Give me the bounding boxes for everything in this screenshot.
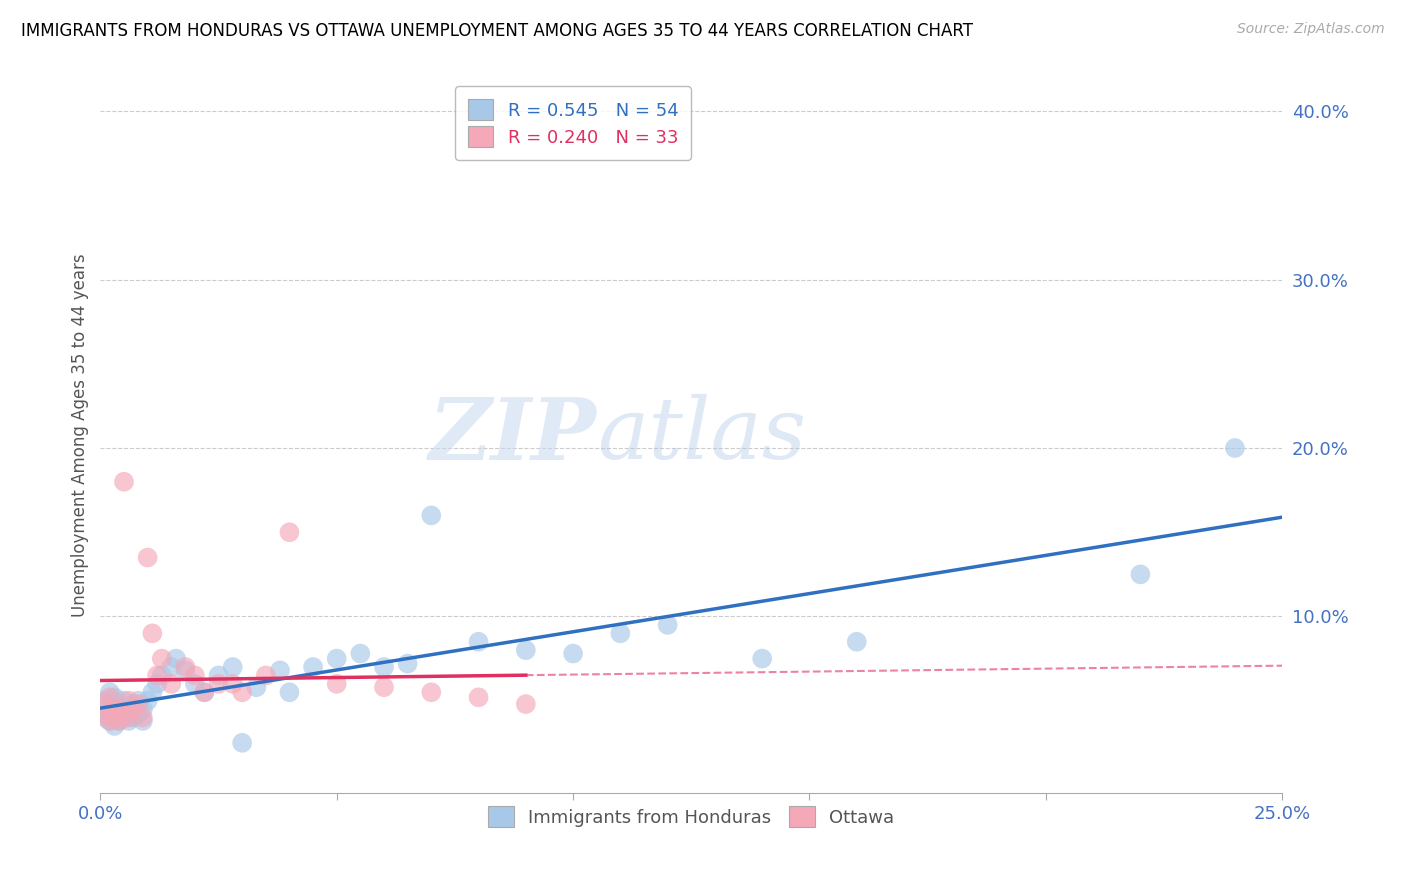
Point <box>132 710 155 724</box>
Point <box>108 697 131 711</box>
Point <box>278 685 301 699</box>
Point <box>174 660 197 674</box>
Point <box>467 690 489 705</box>
Point <box>146 677 169 691</box>
Point <box>118 700 141 714</box>
Point <box>98 690 121 705</box>
Point <box>132 714 155 728</box>
Point <box>222 660 245 674</box>
Point <box>751 651 773 665</box>
Point <box>94 697 117 711</box>
Point <box>103 702 125 716</box>
Text: IMMIGRANTS FROM HONDURAS VS OTTAWA UNEMPLOYMENT AMONG AGES 35 TO 44 YEARS CORREL: IMMIGRANTS FROM HONDURAS VS OTTAWA UNEMP… <box>21 22 973 40</box>
Point <box>515 697 537 711</box>
Point <box>103 710 125 724</box>
Point <box>98 714 121 728</box>
Text: Source: ZipAtlas.com: Source: ZipAtlas.com <box>1237 22 1385 37</box>
Point <box>325 677 347 691</box>
Point <box>165 651 187 665</box>
Point <box>845 634 868 648</box>
Point <box>150 651 173 665</box>
Point <box>657 618 679 632</box>
Point <box>103 702 125 716</box>
Point <box>141 626 163 640</box>
Point <box>420 508 443 523</box>
Point <box>302 660 325 674</box>
Point <box>278 525 301 540</box>
Point <box>562 647 585 661</box>
Point <box>118 714 141 728</box>
Point <box>325 651 347 665</box>
Point <box>1223 441 1246 455</box>
Point <box>467 634 489 648</box>
Point <box>98 707 121 722</box>
Point <box>108 714 131 728</box>
Point <box>396 657 419 671</box>
Point <box>184 677 207 691</box>
Point <box>609 626 631 640</box>
Point <box>1129 567 1152 582</box>
Point <box>515 643 537 657</box>
Point <box>207 677 229 691</box>
Point <box>103 710 125 724</box>
Point <box>112 704 135 718</box>
Point <box>103 719 125 733</box>
Point <box>94 707 117 722</box>
Point <box>136 694 159 708</box>
Point <box>108 704 131 718</box>
Point <box>420 685 443 699</box>
Point <box>103 690 125 705</box>
Point <box>254 668 277 682</box>
Point <box>127 707 149 722</box>
Point <box>132 702 155 716</box>
Point <box>222 677 245 691</box>
Point <box>112 707 135 722</box>
Point <box>373 660 395 674</box>
Point <box>108 714 131 728</box>
Point <box>112 475 135 489</box>
Point <box>160 677 183 691</box>
Point <box>112 694 135 708</box>
Point <box>146 668 169 682</box>
Point <box>118 694 141 708</box>
Point <box>231 736 253 750</box>
Point <box>184 668 207 682</box>
Point <box>231 685 253 699</box>
Point <box>150 668 173 682</box>
Point <box>207 668 229 682</box>
Y-axis label: Unemployment Among Ages 35 to 44 years: Unemployment Among Ages 35 to 44 years <box>72 253 89 617</box>
Point <box>112 710 135 724</box>
Point <box>122 697 145 711</box>
Point <box>141 685 163 699</box>
Point <box>136 550 159 565</box>
Point <box>193 685 215 699</box>
Point <box>108 707 131 722</box>
Legend: Immigrants from Honduras, Ottawa: Immigrants from Honduras, Ottawa <box>481 799 901 834</box>
Point <box>160 660 183 674</box>
Point <box>94 702 117 716</box>
Point <box>174 664 197 678</box>
Point <box>127 694 149 708</box>
Text: ZIP: ZIP <box>429 393 596 477</box>
Point <box>122 702 145 716</box>
Point <box>122 710 145 724</box>
Point <box>193 685 215 699</box>
Point <box>118 710 141 724</box>
Point <box>269 664 291 678</box>
Point <box>245 680 267 694</box>
Point <box>349 647 371 661</box>
Point <box>94 710 117 724</box>
Point <box>98 714 121 728</box>
Point <box>98 685 121 699</box>
Point <box>94 694 117 708</box>
Text: atlas: atlas <box>596 394 806 476</box>
Point <box>127 697 149 711</box>
Point <box>373 680 395 694</box>
